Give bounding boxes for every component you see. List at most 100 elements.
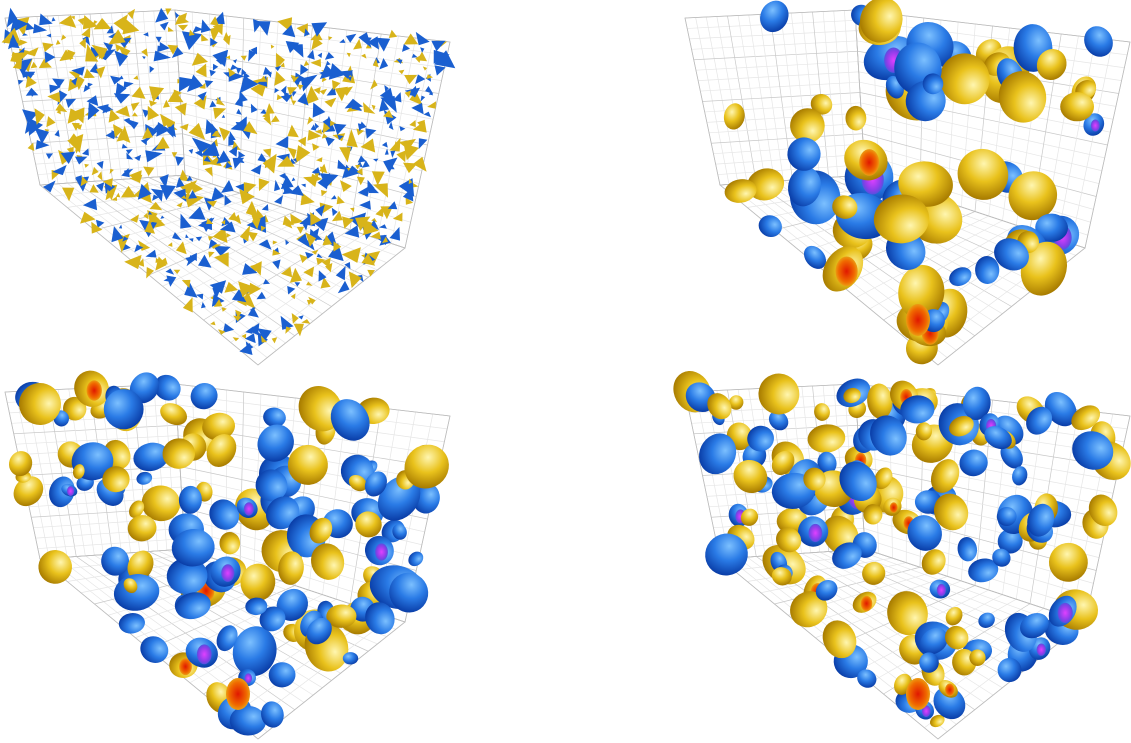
shard: [166, 123, 176, 138]
shard: [245, 200, 259, 218]
blob: [166, 557, 208, 595]
blob: [859, 0, 903, 43]
shard: [91, 166, 99, 176]
panel: [684, 0, 1131, 366]
shard: [332, 80, 341, 91]
shard: [208, 239, 218, 249]
shard: [324, 52, 335, 60]
shard: [113, 124, 124, 138]
shard: [260, 109, 267, 115]
shard: [379, 58, 389, 70]
isosurfaces: [723, 0, 1113, 365]
blob: [190, 382, 218, 410]
shard: [310, 212, 322, 226]
shard: [174, 14, 190, 25]
grid-line: [1070, 39, 1114, 244]
blob-core: [243, 502, 254, 516]
shard: [142, 127, 153, 139]
grid-line: [121, 553, 341, 674]
shard: [195, 293, 204, 300]
blob-core: [859, 149, 880, 176]
shard: [229, 64, 238, 71]
shard: [115, 43, 122, 52]
shard: [370, 231, 381, 240]
shard: [209, 69, 216, 77]
shard: [225, 161, 233, 169]
shard: [365, 44, 372, 49]
shard: [228, 145, 238, 157]
shard: [236, 108, 242, 115]
shard: [321, 257, 331, 268]
shard: [44, 129, 50, 133]
shard: [146, 267, 154, 279]
shard: [356, 176, 365, 186]
blob: [978, 612, 995, 628]
shard: [289, 185, 304, 196]
shard: [257, 153, 268, 163]
shard: [197, 91, 207, 101]
shard: [287, 286, 296, 295]
blob: [226, 678, 250, 710]
shard: [392, 212, 403, 222]
shard: [239, 75, 259, 94]
shard: [134, 244, 144, 253]
shard: [342, 216, 354, 229]
blob: [707, 393, 732, 420]
shard: [388, 29, 398, 38]
blob: [129, 500, 145, 518]
shard: [399, 126, 406, 132]
shard: [297, 84, 304, 90]
shard: [203, 155, 211, 162]
blob: [232, 626, 277, 677]
blob: [1072, 431, 1114, 470]
shard: [306, 281, 313, 286]
shard: [272, 249, 281, 256]
blob: [63, 396, 87, 421]
shard: [396, 59, 403, 64]
shard: [179, 169, 190, 182]
shard: [221, 307, 227, 312]
blob: [790, 591, 828, 628]
shard: [380, 96, 397, 113]
blob: [832, 542, 862, 569]
shard: [167, 119, 173, 128]
blob-core: [66, 486, 75, 497]
shard: [206, 200, 217, 207]
shard: [244, 333, 256, 344]
shard: [263, 279, 270, 285]
blob: [758, 215, 782, 237]
blob: [133, 442, 169, 472]
grid-line: [709, 123, 862, 134]
shard: [52, 78, 65, 88]
shard: [333, 123, 347, 135]
shard: [248, 49, 257, 62]
panel: [4, 370, 451, 740]
shard: [201, 301, 206, 309]
blob: [822, 620, 857, 659]
floor: [38, 174, 406, 366]
shard: [334, 86, 348, 102]
blob: [959, 449, 988, 477]
shard: [347, 76, 352, 82]
shard: [300, 64, 309, 76]
shard: [339, 147, 352, 163]
shard: [34, 127, 49, 144]
shard: [55, 39, 61, 45]
shard: [143, 166, 155, 176]
blob: [392, 523, 407, 540]
blob-core: [1036, 643, 1046, 656]
shard: [87, 82, 93, 88]
shard: [165, 268, 175, 275]
shard: [89, 63, 99, 74]
shard: [319, 202, 334, 215]
shard: [118, 45, 131, 59]
grid-line: [819, 551, 1040, 659]
shard: [248, 323, 260, 336]
blob: [817, 451, 837, 475]
shard: [55, 103, 68, 113]
blob: [787, 166, 822, 207]
shard: [127, 8, 135, 20]
shard: [122, 19, 140, 35]
shard: [291, 313, 299, 324]
shard: [45, 153, 53, 160]
